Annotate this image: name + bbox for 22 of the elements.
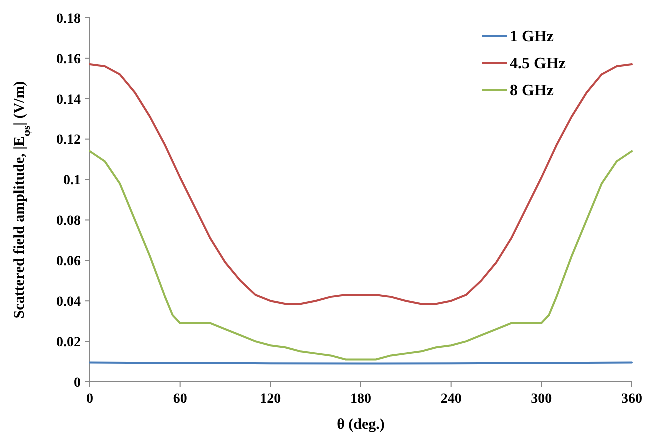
x-tick-label: 360 bbox=[622, 392, 642, 407]
x-tick-label: 60 bbox=[173, 392, 188, 407]
y-tick-label: 0.08 bbox=[56, 214, 81, 230]
y-tick-label: 0.02 bbox=[56, 335, 81, 350]
line-series bbox=[89, 150, 633, 361]
y-tick-label: 0 bbox=[74, 376, 81, 391]
y-tick-label: 0.18 bbox=[56, 12, 81, 27]
x-axis-title: θ (deg.) bbox=[337, 417, 385, 433]
x-tick-label: 180 bbox=[350, 392, 372, 407]
x-tick-label: 120 bbox=[260, 392, 282, 407]
x-tick-label: 0 bbox=[86, 392, 94, 407]
x-tick-label: 300 bbox=[531, 392, 552, 407]
y-tick-label: 0.12 bbox=[56, 133, 81, 148]
y-tick-label: 0.04 bbox=[56, 295, 81, 310]
y-tick-label: 0.06 bbox=[56, 254, 81, 270]
legend-label: 8 GHz bbox=[510, 82, 554, 100]
y-tick-label: 0.1 bbox=[64, 174, 81, 189]
legend-label: 4.5 GHz bbox=[510, 56, 566, 73]
x-tick-label: 240 bbox=[440, 392, 462, 407]
y-tick-label: 0.16 bbox=[56, 52, 81, 68]
y-tick-label: 0.14 bbox=[56, 92, 81, 108]
legend-label: 1 GHz bbox=[510, 28, 554, 46]
